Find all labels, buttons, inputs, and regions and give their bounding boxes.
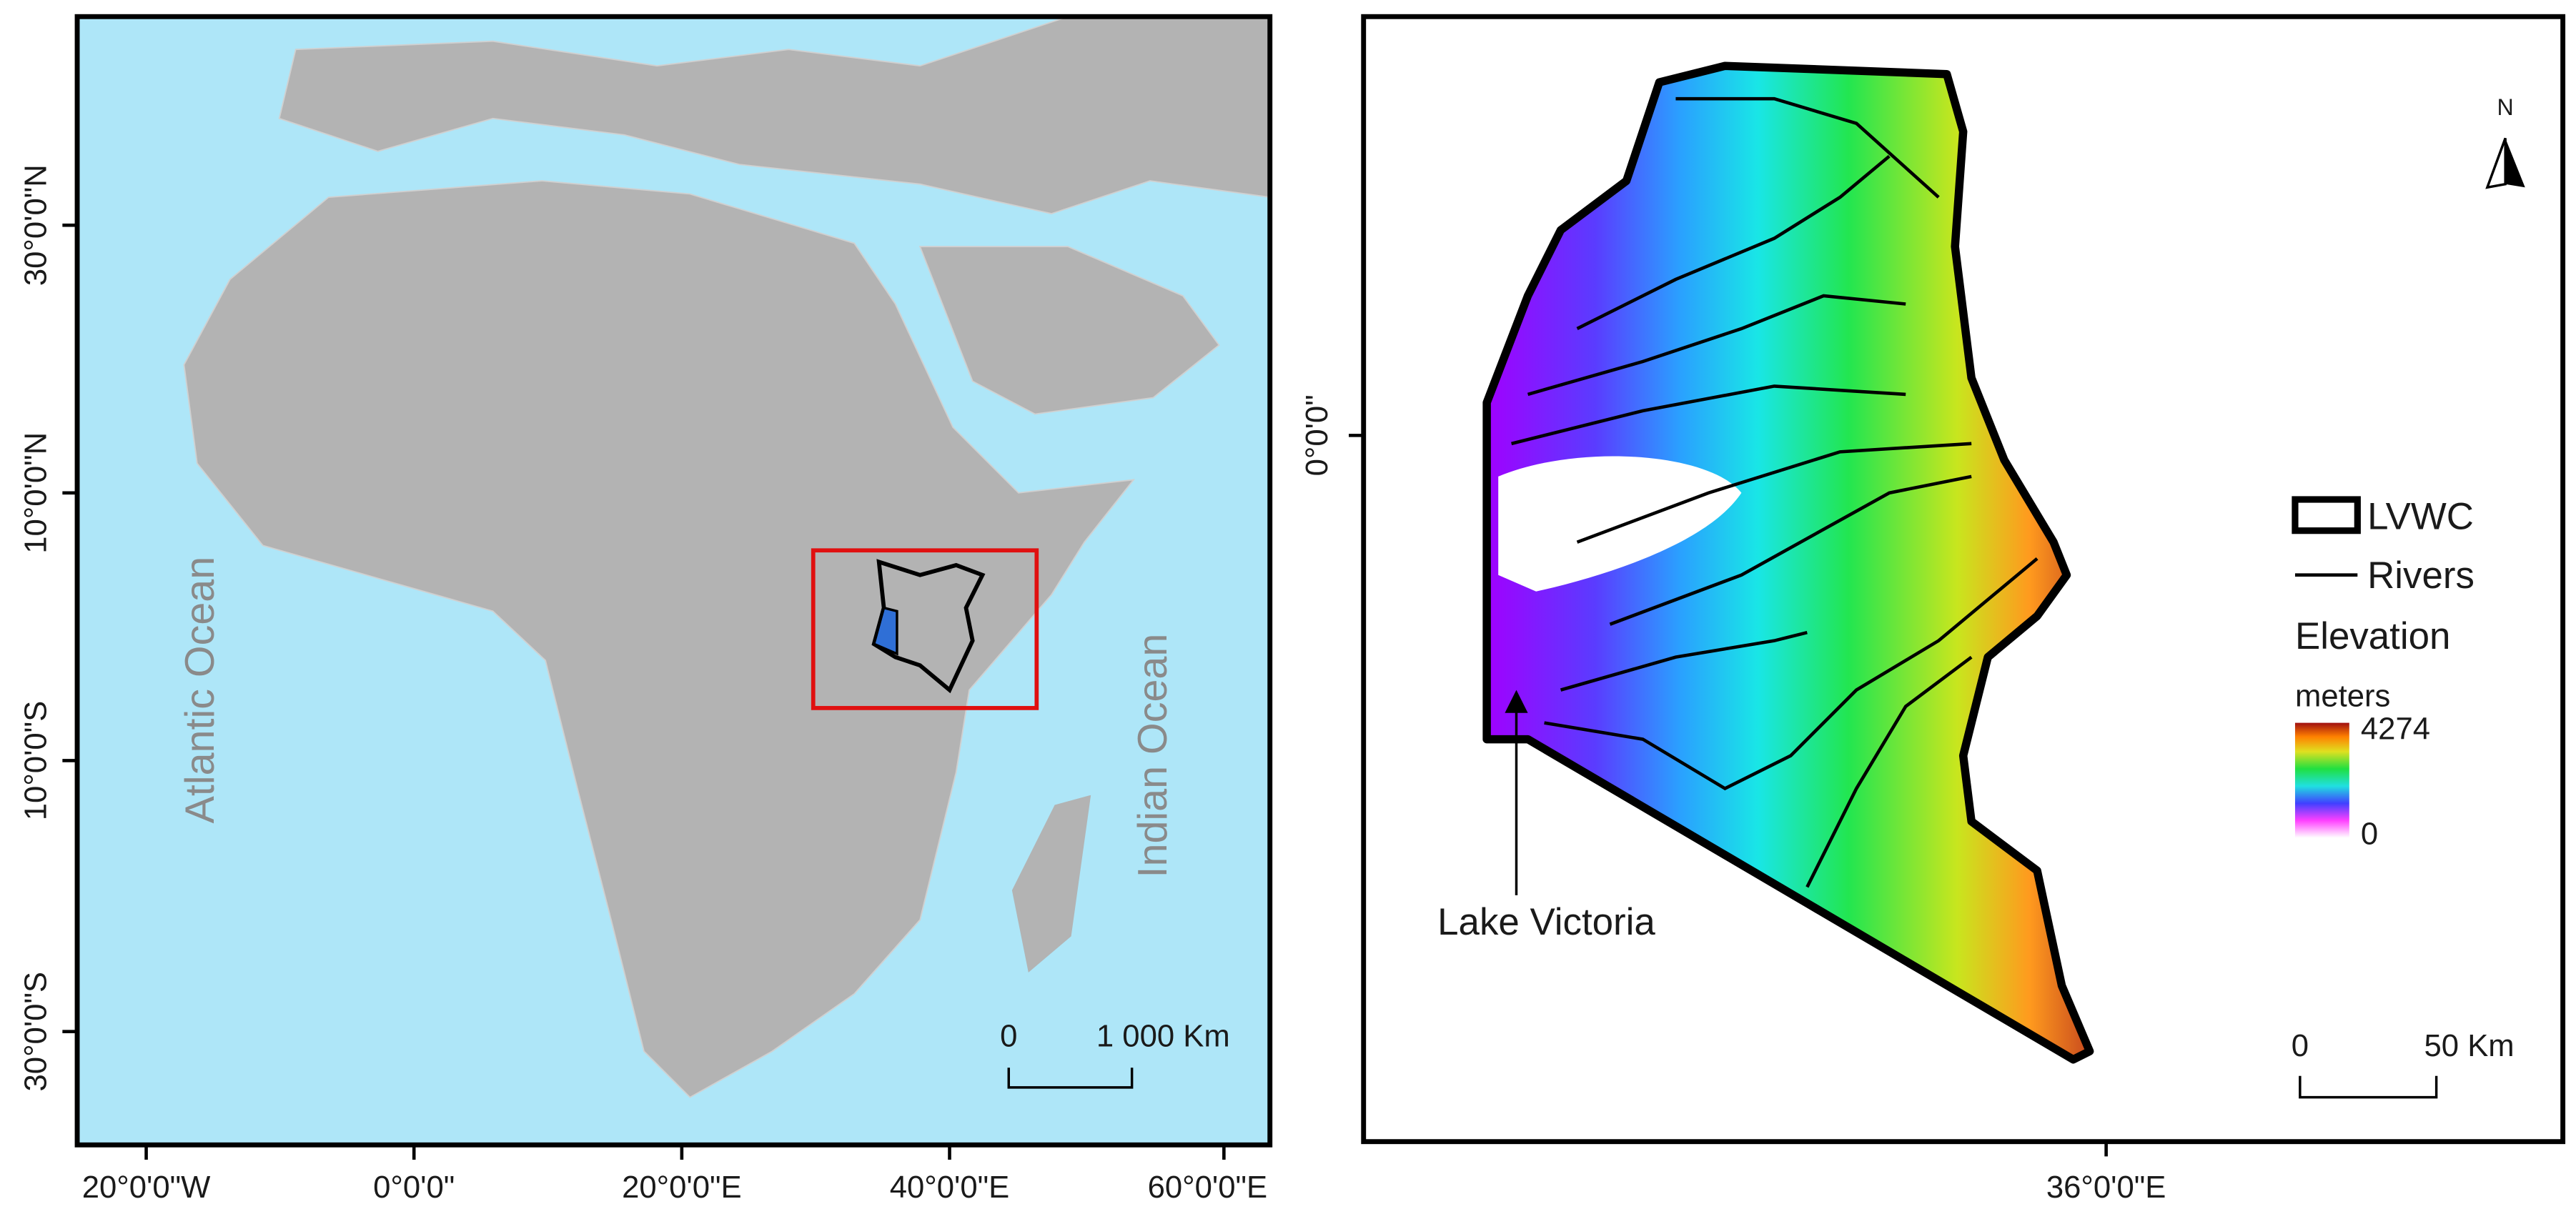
river [1527,294,1906,397]
inset-box [811,548,1039,710]
legend-label: LVWC [2367,495,2474,537]
scale-label: 1 000 Km [1096,1018,1230,1053]
rivers [1511,96,2038,888]
river [1511,384,1906,446]
x-tick-label: 60°0'0"E [1148,1170,1268,1205]
y-tick-label: 0°0'0" [1299,394,1334,476]
ramp-max: 4274 [2361,712,2430,747]
elevation-raster [1487,66,2090,1060]
river [1675,96,1940,199]
legend-label: Rivers [2367,554,2475,597]
ocean-label: Atlantic Ocean [177,557,223,824]
scale-label: 0 [2292,1028,2309,1063]
river [1609,474,1972,626]
scale-bar [1007,1068,1134,1089]
north-label: N [2497,94,2514,120]
annotation: Lake Victoria [1437,901,1655,943]
river [1576,442,1972,544]
europe [278,16,1270,215]
color-ramp [2294,722,2349,838]
river [1805,655,1973,888]
africa-map: Atlantic Ocean Indian Ocean 0 1 000 Km [77,16,1270,1145]
left-frame [74,14,1273,1148]
y-tick-label: 10°0'0"N [18,432,53,554]
x-tick-label: 40°0'0"E [890,1170,1010,1205]
river [1560,630,1808,692]
arabia [918,246,1220,415]
lvwc-area [872,606,898,656]
madagascar [1011,795,1091,972]
x-tick-label: 36°0'0"E [2046,1170,2166,1205]
ocean-label: Indian Ocean [1130,634,1176,878]
y-tick-label: 10°0'0"S [18,701,53,821]
x-tick-label: 20°0'0"E [622,1170,742,1205]
legend: LVWC Rivers Elevation meters 4274 0 [2292,495,2475,852]
x-tick-label: 20°0'0"W [82,1170,211,1205]
arrow-head [1505,690,1528,713]
scale-label: 0 [1000,1018,1017,1053]
y-tick-label: 30°0'0"N [18,164,53,286]
y-tick-label: 30°0'0"S [18,972,53,1092]
legend-title: Elevation [2295,615,2450,657]
scale-label: 50 Km [2424,1028,2515,1063]
legend-unit: meters [2295,679,2390,714]
river [1576,154,1891,331]
lvwc-boundary [1482,61,2094,1064]
scale-bar [2299,1075,2438,1099]
left-ticks [62,223,1226,1160]
river [1544,557,2038,791]
x-tick-label: 0°0'0" [373,1170,455,1205]
legend-swatch [2292,496,2361,534]
lake-area [1498,456,1742,592]
africa [183,180,1136,1098]
ramp-min: 0 [2361,817,2378,852]
